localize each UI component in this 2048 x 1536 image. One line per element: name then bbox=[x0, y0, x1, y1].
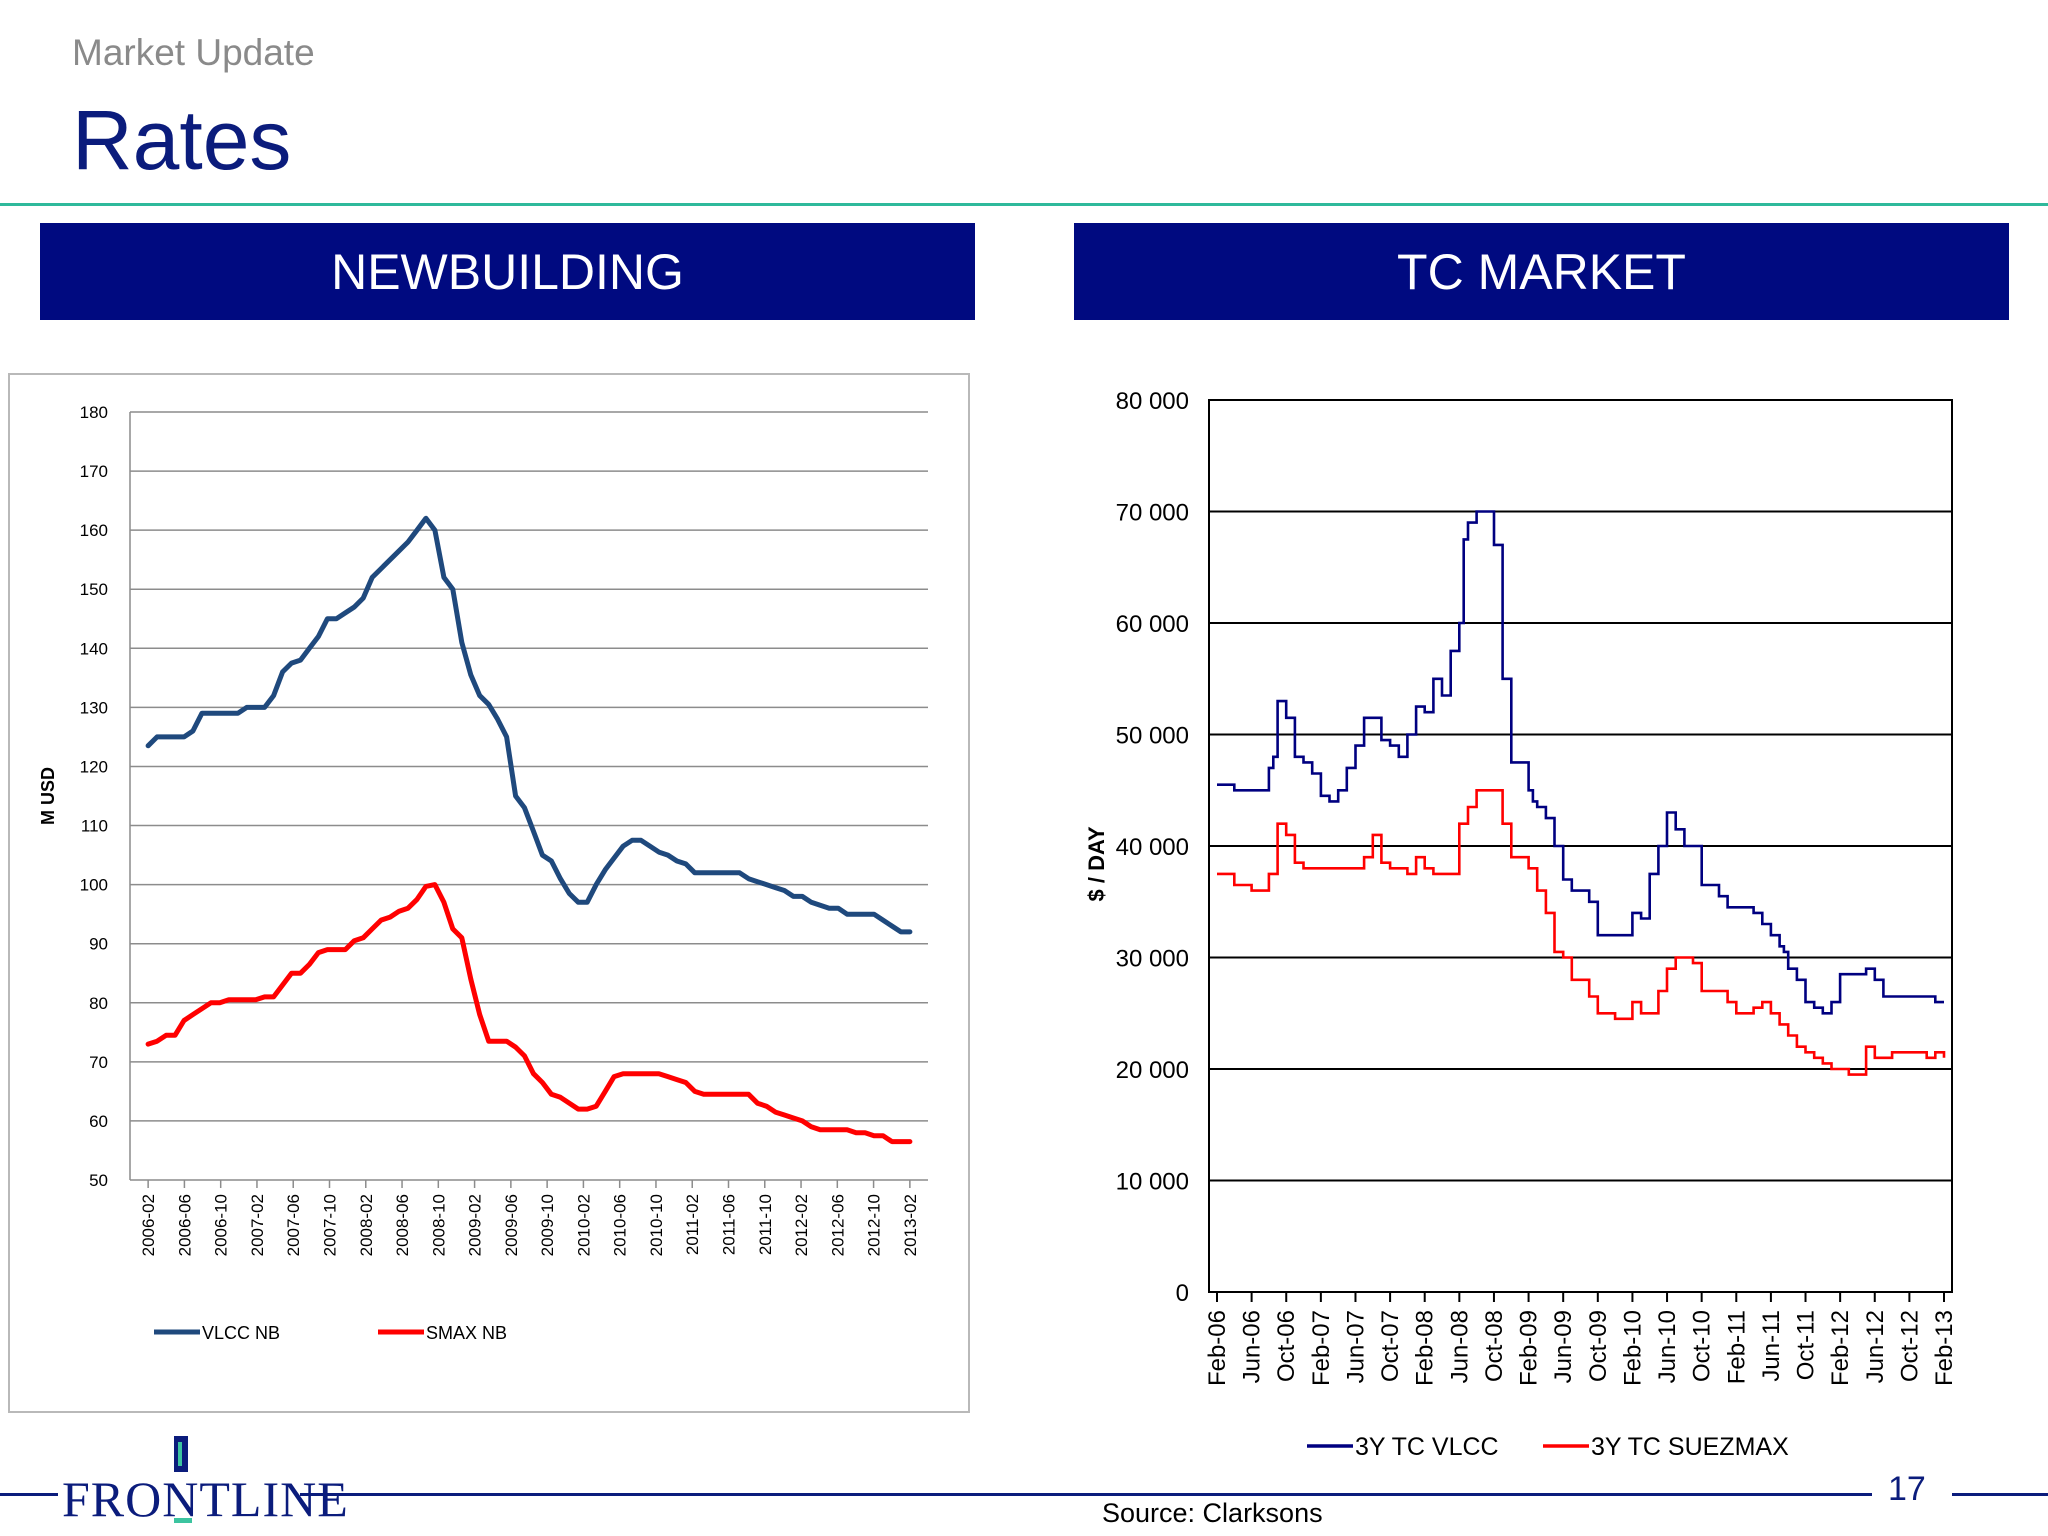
x-tick-label: Feb-13 bbox=[1931, 1310, 1958, 1386]
y-tick-label: 0 bbox=[1176, 1280, 1189, 1307]
y-tick-label: 10 000 bbox=[1116, 1169, 1189, 1196]
footer-rule-right bbox=[1952, 1493, 2048, 1496]
x-tick-label: Feb-08 bbox=[1412, 1310, 1439, 1386]
section-kicker: Market Update bbox=[72, 32, 315, 73]
x-tick-label: Feb-07 bbox=[1308, 1310, 1335, 1386]
panel-header-tc-market: TC MARKET bbox=[1074, 223, 2009, 320]
x-tick-label: Feb-09 bbox=[1516, 1310, 1543, 1386]
series-line-3y-tc-vlcc bbox=[1217, 510, 1944, 1015]
logo-wordmark: FRONTLINE bbox=[62, 1471, 349, 1527]
y-tick-label: 70 000 bbox=[1116, 500, 1189, 527]
y-tick-label: 80 000 bbox=[1116, 388, 1189, 415]
legend-label: 3Y TC VLCC bbox=[1355, 1433, 1499, 1461]
source-note: Source: Clarksons bbox=[1102, 1498, 1323, 1528]
plot-area-border bbox=[1208, 399, 1953, 1293]
x-tick-label: Jun-12 bbox=[1862, 1310, 1889, 1383]
x-tick-label: Oct-10 bbox=[1689, 1310, 1716, 1382]
newbuilding-chart-frame bbox=[8, 373, 970, 1413]
x-tick-label: Oct-06 bbox=[1273, 1310, 1300, 1382]
x-tick-label: Feb-12 bbox=[1827, 1310, 1854, 1386]
x-tick-label: Feb-10 bbox=[1619, 1310, 1646, 1386]
x-tick-label: Jun-10 bbox=[1654, 1310, 1681, 1383]
x-tick-label: Jun-09 bbox=[1550, 1310, 1577, 1383]
y-tick-label: 30 000 bbox=[1116, 946, 1189, 973]
y-tick-label: 60 000 bbox=[1116, 611, 1189, 638]
x-tick-label: Oct-07 bbox=[1377, 1310, 1404, 1382]
y-tick-label: 20 000 bbox=[1116, 1057, 1189, 1084]
frontline-logo: FRONTLINE bbox=[62, 1436, 348, 1527]
y-tick-label: 40 000 bbox=[1116, 834, 1189, 861]
title-divider bbox=[0, 203, 2048, 206]
panel-header-newbuilding: NEWBUILDING bbox=[40, 223, 975, 320]
series-line-3y-tc-suezmax bbox=[1217, 788, 1946, 1076]
x-tick-label: Jun-11 bbox=[1758, 1310, 1785, 1382]
legend-label: 3Y TC SUEZMAX bbox=[1591, 1433, 1789, 1461]
y-tick-label: 50 000 bbox=[1116, 723, 1189, 750]
x-tick-label: Feb-11 bbox=[1723, 1310, 1750, 1384]
x-tick-label: Oct-09 bbox=[1585, 1310, 1612, 1382]
page-number: 17 bbox=[1888, 1470, 1926, 1508]
footer-rule-left bbox=[0, 1493, 58, 1496]
logo-underline bbox=[174, 1518, 192, 1523]
x-tick-label: Oct-08 bbox=[1481, 1310, 1508, 1382]
x-tick-label: Jun-06 bbox=[1239, 1310, 1266, 1383]
page-title: Rates bbox=[72, 93, 292, 187]
footer-rule-middle bbox=[300, 1493, 1872, 1496]
x-tick-label: Oct-11 bbox=[1793, 1310, 1820, 1380]
logo-mark-accent bbox=[178, 1442, 182, 1466]
x-tick-label: Feb-06 bbox=[1204, 1310, 1231, 1386]
y-axis-label: $ / DAY bbox=[1084, 826, 1109, 901]
x-tick-label: Oct-12 bbox=[1896, 1310, 1923, 1382]
x-tick-label: Jun-08 bbox=[1446, 1310, 1473, 1383]
x-tick-label: Jun-07 bbox=[1342, 1310, 1369, 1383]
